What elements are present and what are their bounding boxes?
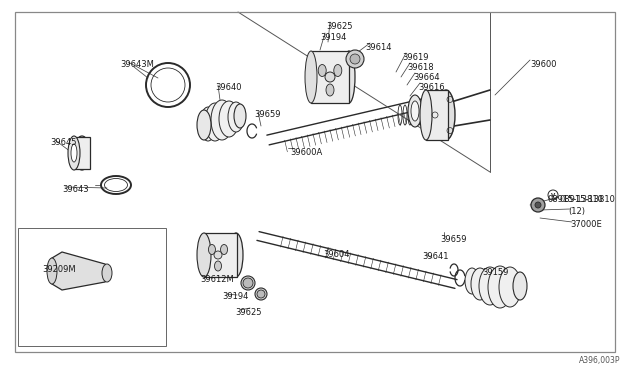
Circle shape [257,290,265,298]
Ellipse shape [47,258,57,284]
Bar [311,51,349,103]
Text: 39618: 39618 [407,63,434,72]
Ellipse shape [219,101,239,137]
Text: (12): (12) [568,207,585,216]
Circle shape [325,72,335,82]
Bar [204,233,237,277]
Bar [74,137,90,169]
Polygon shape [50,252,110,290]
Text: V: V [551,192,555,198]
Text: 37000E: 37000E [570,220,602,229]
Circle shape [214,251,222,259]
Text: 39194: 39194 [320,33,346,42]
Ellipse shape [437,90,455,140]
Text: 39645: 39645 [50,138,77,147]
Text: 39643: 39643 [62,185,88,194]
Text: 39614: 39614 [365,43,392,52]
Ellipse shape [214,261,221,271]
Circle shape [243,278,253,288]
Circle shape [535,202,541,208]
Text: 39209M: 39209M [42,265,76,274]
Ellipse shape [334,64,342,77]
Text: 39616: 39616 [418,83,445,92]
Ellipse shape [209,244,216,254]
Ellipse shape [74,136,90,170]
Ellipse shape [102,264,112,282]
Ellipse shape [420,90,432,140]
Ellipse shape [479,267,501,305]
Circle shape [531,198,545,212]
Ellipse shape [326,84,334,96]
Text: 39604: 39604 [323,250,349,259]
Text: 39625: 39625 [235,308,262,317]
Ellipse shape [255,288,267,300]
Circle shape [346,50,364,68]
Text: 39659: 39659 [254,110,280,119]
Ellipse shape [228,102,244,132]
Ellipse shape [343,51,355,103]
Text: A396,003P: A396,003P [579,356,620,365]
Ellipse shape [241,276,255,290]
Text: 39194: 39194 [222,292,248,301]
Bar [18,228,166,346]
Ellipse shape [221,244,228,254]
Text: 39159: 39159 [482,268,508,277]
Ellipse shape [71,144,77,162]
Text: 39659: 39659 [440,235,467,244]
Text: 39640: 39640 [215,83,241,92]
Text: 08915-13810: 08915-13810 [548,195,604,204]
Text: 39600: 39600 [530,60,557,69]
Ellipse shape [513,272,527,300]
Text: 39641: 39641 [422,252,449,261]
Ellipse shape [318,64,326,77]
Ellipse shape [211,100,233,140]
Ellipse shape [200,107,216,141]
Text: 39643M: 39643M [120,60,154,69]
Ellipse shape [234,104,246,128]
Text: 39664: 39664 [413,73,440,82]
Bar [426,90,448,140]
Ellipse shape [305,51,317,103]
Circle shape [350,54,360,64]
Ellipse shape [411,101,419,121]
Text: 39625: 39625 [327,22,353,31]
Text: 39612M: 39612M [200,275,234,284]
Ellipse shape [197,110,211,140]
Ellipse shape [471,268,489,300]
Ellipse shape [488,266,512,308]
Ellipse shape [197,233,211,277]
Ellipse shape [229,233,243,277]
Ellipse shape [205,103,225,141]
Ellipse shape [68,136,80,170]
Text: 08915-13810: 08915-13810 [560,195,616,204]
Ellipse shape [408,95,422,127]
Ellipse shape [465,268,479,294]
Text: 39600A: 39600A [290,148,323,157]
Text: 39619: 39619 [402,53,429,62]
Ellipse shape [499,267,521,307]
